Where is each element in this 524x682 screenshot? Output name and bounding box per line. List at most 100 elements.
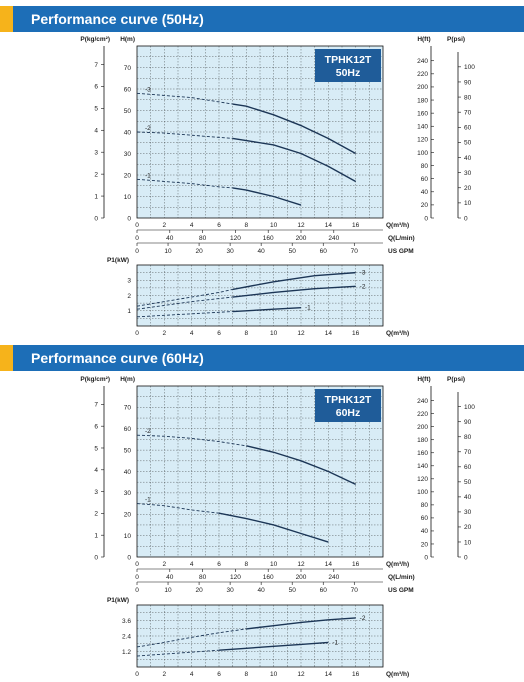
pressure-tick-label: 1 <box>94 532 98 539</box>
pressure-tick-label: 4 <box>94 128 98 135</box>
flow-tick-label: 6 <box>217 671 221 678</box>
psi-tick-label: 30 <box>464 509 472 516</box>
flow-tick-label: 16 <box>352 222 360 229</box>
flow-tick-label: 8 <box>245 671 249 678</box>
flow-tick-label: 2 <box>163 222 167 229</box>
frequency-label: 60Hz <box>336 407 361 419</box>
flow-tick-label: 0 <box>135 222 139 229</box>
section-header-60hz: Performance curve (60Hz) <box>0 345 524 371</box>
feet-tick-label: 120 <box>417 137 428 144</box>
flow-tick-label: 8 <box>245 222 249 229</box>
feet-tick-label: 40 <box>421 528 429 535</box>
head-tick-label: 60 <box>124 86 132 93</box>
pressure-tick-label: 5 <box>94 106 98 113</box>
power-curve-3-solid <box>232 307 302 313</box>
feet-axis-title: H(ft) <box>417 36 430 43</box>
feet-tick-label: 200 <box>417 84 428 91</box>
pressure-tick-label: 3 <box>94 489 98 496</box>
pressure-axis-title: P(kg/cm²) <box>80 36 110 43</box>
head-tick-label: 40 <box>124 129 132 136</box>
model-label: TPHK12T <box>325 54 372 66</box>
model-box <box>315 389 381 422</box>
flow-tick-label: 12 <box>297 330 305 337</box>
psi-tick-label: 10 <box>464 200 472 207</box>
feet-tick-label: 140 <box>417 124 428 131</box>
power-tick-label: 2 <box>127 293 131 300</box>
flow-tick-label: 10 <box>270 561 278 568</box>
header-accent <box>0 6 13 32</box>
lmin-tick-label: 160 <box>263 235 274 242</box>
pressure-tick-label: 6 <box>94 84 98 91</box>
head-curve-label: -2 <box>145 428 151 435</box>
power-curve-2-solid <box>218 641 329 651</box>
head-tick-label: 0 <box>127 215 131 222</box>
frequency-label: 50Hz <box>336 67 361 79</box>
flow-tick-label: 4 <box>190 222 194 229</box>
model-box <box>315 49 381 82</box>
power-curve-1-solid <box>232 271 356 291</box>
flow-tick-label: 2 <box>163 671 167 678</box>
head-curve-3-dashed <box>136 178 233 189</box>
pressure-tick-label: 7 <box>94 62 98 69</box>
model-label: TPHK12T <box>325 394 372 406</box>
feet-tick-label: 60 <box>421 515 429 522</box>
feet-tick-label: 80 <box>421 502 429 509</box>
gpm-axis-title: US GPM <box>388 248 414 255</box>
flow-tick-label: 8 <box>245 561 249 568</box>
psi-tick-label: 50 <box>464 479 472 486</box>
gpm-tick-label: 70 <box>351 587 359 594</box>
flow-axis-title: Q(m³/h) <box>386 222 409 229</box>
lmin-tick-label: 160 <box>263 574 274 581</box>
pressure-tick-label: 7 <box>94 402 98 409</box>
head-axis-title: H(m) <box>120 36 135 43</box>
power-curve-label: -2 <box>360 615 366 622</box>
head-curve-label: -1 <box>145 172 151 179</box>
feet-tick-label: 220 <box>417 71 428 78</box>
gpm-tick-label: 30 <box>227 248 235 255</box>
pressure-tick-label: 1 <box>94 193 98 200</box>
feet-tick-label: 100 <box>417 150 428 157</box>
power-curve-label: -1 <box>305 305 311 312</box>
feet-tick-label: 80 <box>421 163 429 170</box>
psi-tick-label: 90 <box>464 419 472 426</box>
lmin-tick-label: 80 <box>199 235 207 242</box>
section-header-50hz: Performance curve (50Hz) <box>0 6 524 32</box>
psi-tick-label: 20 <box>464 185 472 192</box>
head-curve-1-dashed <box>136 434 247 447</box>
pressure-tick-label: 6 <box>94 423 98 430</box>
flow-tick-label: 14 <box>325 330 333 337</box>
flow-tick-label: 6 <box>217 330 221 337</box>
lmin-tick-label: 40 <box>166 235 174 242</box>
psi-tick-label: 80 <box>464 434 472 441</box>
gpm-tick-label: 40 <box>258 587 266 594</box>
psi-tick-label: 80 <box>464 94 472 101</box>
lmin-axis-title: Q(L/min) <box>388 574 415 581</box>
gpm-axis-title: US GPM <box>388 587 414 594</box>
head-tick-label: 50 <box>124 108 132 115</box>
psi-tick-label: 90 <box>464 79 472 86</box>
pressure-tick-label: 0 <box>94 215 98 222</box>
flow-tick-label: 8 <box>245 330 249 337</box>
head-curve-label: -2 <box>145 125 151 132</box>
head-tick-label: 40 <box>124 469 132 476</box>
gpm-tick-label: 50 <box>289 587 297 594</box>
flow-tick-label: 10 <box>270 671 278 678</box>
feet-tick-label: 140 <box>417 463 428 470</box>
head-tick-label: 30 <box>124 490 132 497</box>
psi-axis-title: P(psi) <box>447 36 465 43</box>
flow-tick-label: 4 <box>190 561 194 568</box>
gpm-tick-label: 50 <box>289 248 297 255</box>
lmin-tick-label: 0 <box>135 574 139 581</box>
flow-tick-label: 16 <box>352 671 360 678</box>
head-curve-1-solid <box>232 103 357 155</box>
power-tick-label: 3 <box>127 278 131 285</box>
gpm-tick-label: 10 <box>164 587 172 594</box>
feet-tick-label: 240 <box>417 398 428 405</box>
feet-tick-label: 40 <box>421 189 429 196</box>
head-curve-3-solid <box>232 187 302 206</box>
lmin-tick-label: 240 <box>328 574 339 581</box>
lmin-tick-label: 200 <box>296 574 307 581</box>
psi-tick-label: 10 <box>464 539 472 546</box>
psi-tick-label: 100 <box>464 64 475 71</box>
